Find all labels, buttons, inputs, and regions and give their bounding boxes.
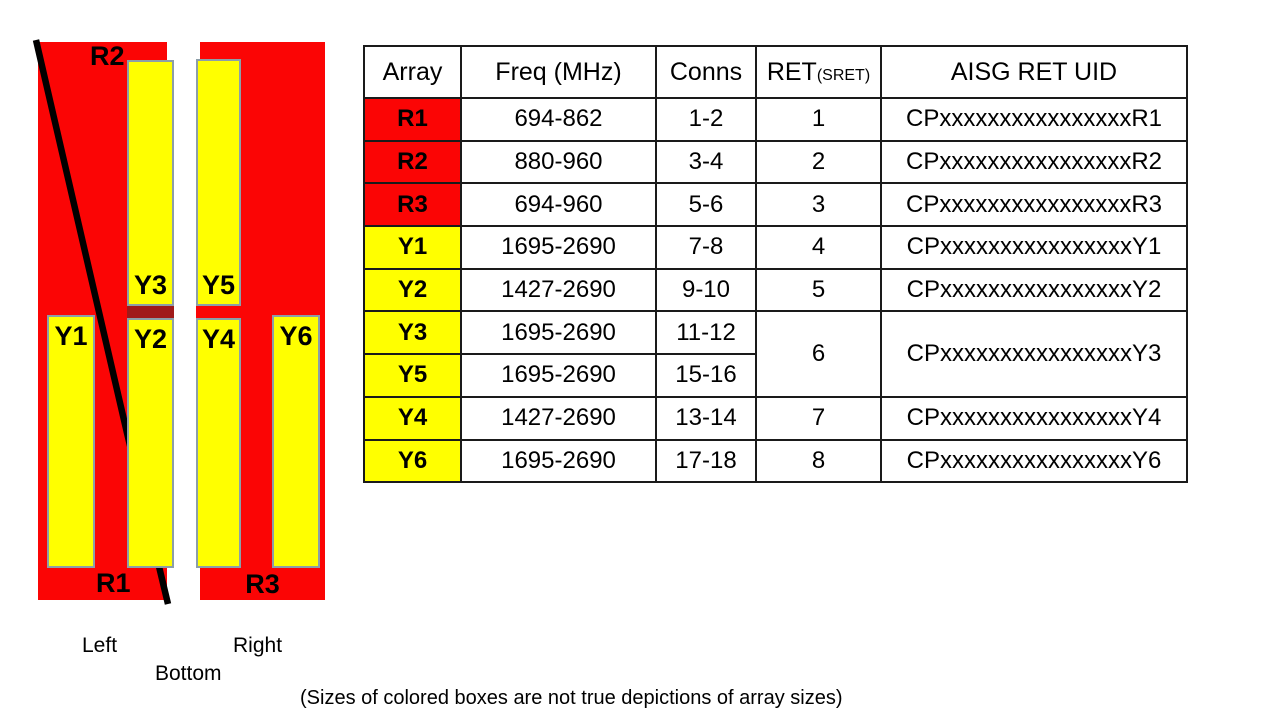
cell-ret: 2 (755, 139, 882, 185)
cell-array: Y5 (363, 353, 462, 398)
size-disclaimer-note: (Sizes of colored boxes are not true dep… (300, 687, 843, 709)
array-label-y4: Y4 (201, 324, 236, 354)
array-label-r3: R3 (245, 569, 280, 599)
cell-array: Y2 (363, 267, 462, 313)
cell-array: R3 (363, 182, 462, 228)
header-array: Array (363, 45, 462, 99)
cell-array: Y3 (363, 310, 462, 356)
cell-uid: CPxxxxxxxxxxxxxxxxR3 (880, 182, 1188, 228)
cell-freq: 1695-2690 (460, 310, 657, 356)
cell-freq: 1427-2690 (460, 395, 657, 441)
cell-freq: 694-960 (460, 182, 657, 228)
array-label-y6: Y6 (279, 321, 313, 351)
cell-array: R1 (363, 97, 462, 142)
array-box-y4: Y4 (196, 318, 241, 568)
gap-strip-right (196, 306, 241, 318)
array-label-y2: Y2 (133, 324, 168, 354)
table-row-y2: Y2 1427-2690 9-10 5 CPxxxxxxxxxxxxxxxxY2 (363, 267, 1188, 313)
cell-uid: CPxxxxxxxxxxxxxxxxR2 (880, 139, 1188, 185)
cell-ret: 7 (755, 395, 882, 441)
header-ret: RET(SRET) (755, 45, 882, 99)
caption-left: Left (82, 634, 118, 657)
header-aisg-uid: AISG RET UID (880, 45, 1188, 99)
cell-ret: 1 (755, 97, 882, 142)
cell-conns: 5-6 (655, 182, 757, 228)
caption-bottom: Bottom (155, 662, 222, 685)
array-label-r1: R1 (96, 568, 131, 598)
table-row-y1: Y1 1695-2690 7-8 4 CPxxxxxxxxxxxxxxxxY1 (363, 225, 1188, 270)
cell-ret: 4 (755, 225, 882, 270)
table-header-row: Array Freq (MHz) Conns RET(SRET) AISG RE… (363, 45, 1188, 99)
table-row-r1: R1 694-862 1-2 1 CPxxxxxxxxxxxxxxxxR1 (363, 97, 1188, 142)
cell-array: Y4 (363, 395, 462, 441)
table-row-r3: R3 694-960 5-6 3 CPxxxxxxxxxxxxxxxxR3 (363, 182, 1188, 228)
cell-conns: 9-10 (655, 267, 757, 313)
cell-ret: 8 (755, 438, 882, 484)
cell-uid: CPxxxxxxxxxxxxxxxxY2 (880, 267, 1188, 313)
table-row-y5: Y5 1695-2690 15-16 (363, 353, 1187, 398)
array-box-y3: Y3 (127, 60, 174, 306)
cell-freq: 694-862 (460, 97, 657, 142)
cell-freq: 1695-2690 (460, 353, 657, 398)
cell-uid: CPxxxxxxxxxxxxxxxxR1 (880, 97, 1188, 142)
cell-freq: 1427-2690 (460, 267, 657, 313)
cell-conns: 17-18 (655, 438, 757, 484)
caption-right: Right (233, 634, 283, 657)
table-row-y3: Y3 1695-2690 11-12 6 CPxxxxxxxxxxxxxxxxY… (363, 310, 1188, 398)
cell-conns: 11-12 (655, 310, 757, 356)
cell-array: R2 (363, 139, 462, 185)
cell-freq: 1695-2690 (460, 225, 657, 270)
array-box-y1: Y1 (47, 315, 95, 568)
cell-ret: 5 (755, 267, 882, 313)
cell-conns: 3-4 (655, 139, 757, 185)
cell-ret: 3 (755, 182, 882, 228)
ret-config-table: Array Freq (MHz) Conns RET(SRET) AISG RE… (363, 45, 1188, 484)
table-row-y6: Y6 1695-2690 17-18 8 CPxxxxxxxxxxxxxxxxY… (363, 438, 1188, 484)
cell-uid: CPxxxxxxxxxxxxxxxxY6 (880, 438, 1188, 484)
table-row-y4: Y4 1427-2690 13-14 7 CPxxxxxxxxxxxxxxxxY… (363, 395, 1188, 441)
array-label-r2: R2 (90, 41, 125, 71)
header-freq: Freq (MHz) (460, 45, 657, 99)
cell-uid-merged: CPxxxxxxxxxxxxxxxxY3 (880, 310, 1188, 398)
cell-freq: 880-960 (460, 139, 657, 185)
cell-freq: 1695-2690 (460, 438, 657, 484)
table-row-r2: R2 880-960 3-4 2 CPxxxxxxxxxxxxxxxxR2 (363, 139, 1188, 185)
array-label-y3: Y3 (133, 270, 168, 300)
cell-uid: CPxxxxxxxxxxxxxxxxY1 (880, 225, 1188, 270)
cell-conns: 1-2 (655, 97, 757, 142)
cell-array: Y6 (363, 438, 462, 484)
header-conns: Conns (655, 45, 757, 99)
cell-uid: CPxxxxxxxxxxxxxxxxY4 (880, 395, 1188, 441)
array-box-y5: Y5 (196, 59, 241, 306)
cell-ret-merged: 6 (755, 310, 882, 398)
cell-conns: 7-8 (655, 225, 757, 270)
array-box-y2: Y2 (127, 318, 174, 568)
array-label-y5: Y5 (201, 270, 236, 300)
array-label-y1: Y1 (54, 321, 88, 351)
cell-array: Y1 (363, 225, 462, 270)
cell-conns: 15-16 (655, 353, 757, 398)
cell-conns: 13-14 (655, 395, 757, 441)
array-box-y6: Y6 (272, 315, 320, 568)
gap-strip-left (127, 306, 174, 318)
